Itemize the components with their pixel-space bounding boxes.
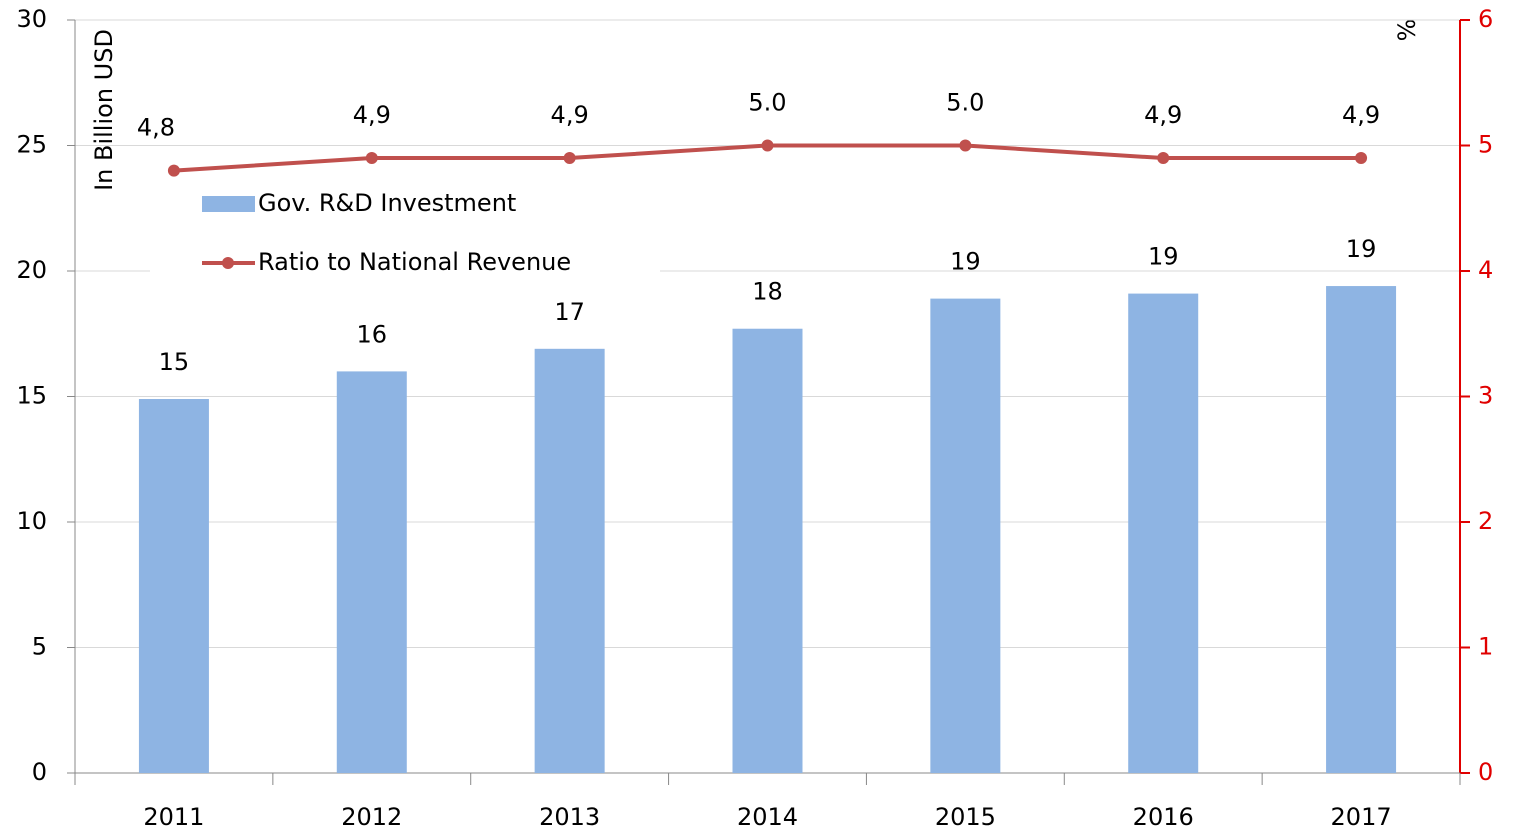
line-label: 5.0 [748,89,786,117]
line-label: 4,8 [137,114,175,142]
line-point [1157,152,1170,165]
y2-tick-label: 1 [1478,633,1493,661]
line-point [1355,152,1368,165]
line-point [761,139,774,152]
y-tick-label: 5 [32,633,47,661]
line-label: 4,9 [1144,101,1182,129]
x-tick-label: 2013 [539,803,600,831]
bar-label: 19 [950,248,981,276]
x-tick-label: 2017 [1331,803,1392,831]
y-tick-label: 25 [16,131,47,159]
y-tick-label: 20 [16,256,47,284]
y2-tick-label: 2 [1478,507,1493,535]
x-tick-label: 2016 [1133,803,1194,831]
bar [930,298,1001,773]
bar-label: 16 [357,320,388,348]
bar-label: 19 [1148,243,1179,271]
y2-tick-label: 4 [1478,256,1493,284]
line-label: 5.0 [946,89,984,117]
bar [336,371,407,773]
y-tick-label: 15 [16,382,47,410]
legend-label: Ratio to National Revenue [258,248,571,276]
legend-swatch-point [222,257,234,269]
line-label: 4,9 [551,101,589,129]
y2-axis-label: % [1393,19,1421,42]
x-tick-label: 2014 [737,803,798,831]
bar [534,348,605,773]
y2-tick-label: 0 [1478,758,1493,786]
bar [732,328,803,773]
x-tick-label: 2012 [341,803,402,831]
bar-label: 18 [752,278,783,306]
line-point [365,152,378,165]
legend-label: Gov. R&D Investment [258,189,516,217]
line-label: 4,9 [1342,101,1380,129]
y-tick-label: 30 [16,5,47,33]
x-tick-label: 2011 [143,803,204,831]
bar [1128,293,1199,773]
y2-tick-label: 3 [1478,382,1493,410]
line-label: 4,9 [353,101,391,129]
y-tick-label: 10 [16,507,47,535]
bar-label: 19 [1346,235,1377,263]
x-tick-label: 2015 [935,803,996,831]
y-tick-label: 0 [32,758,47,786]
y2-tick-label: 5 [1478,131,1493,159]
bar [1326,286,1397,773]
line-point [959,139,972,152]
bar-label: 17 [554,298,585,326]
bar-label: 15 [159,348,190,376]
line-point [563,152,576,165]
line-point [167,164,180,177]
y-axis-label: In Billion USD [90,29,118,191]
bar [138,399,209,773]
legend-swatch [202,196,255,212]
y2-tick-label: 6 [1478,5,1493,33]
